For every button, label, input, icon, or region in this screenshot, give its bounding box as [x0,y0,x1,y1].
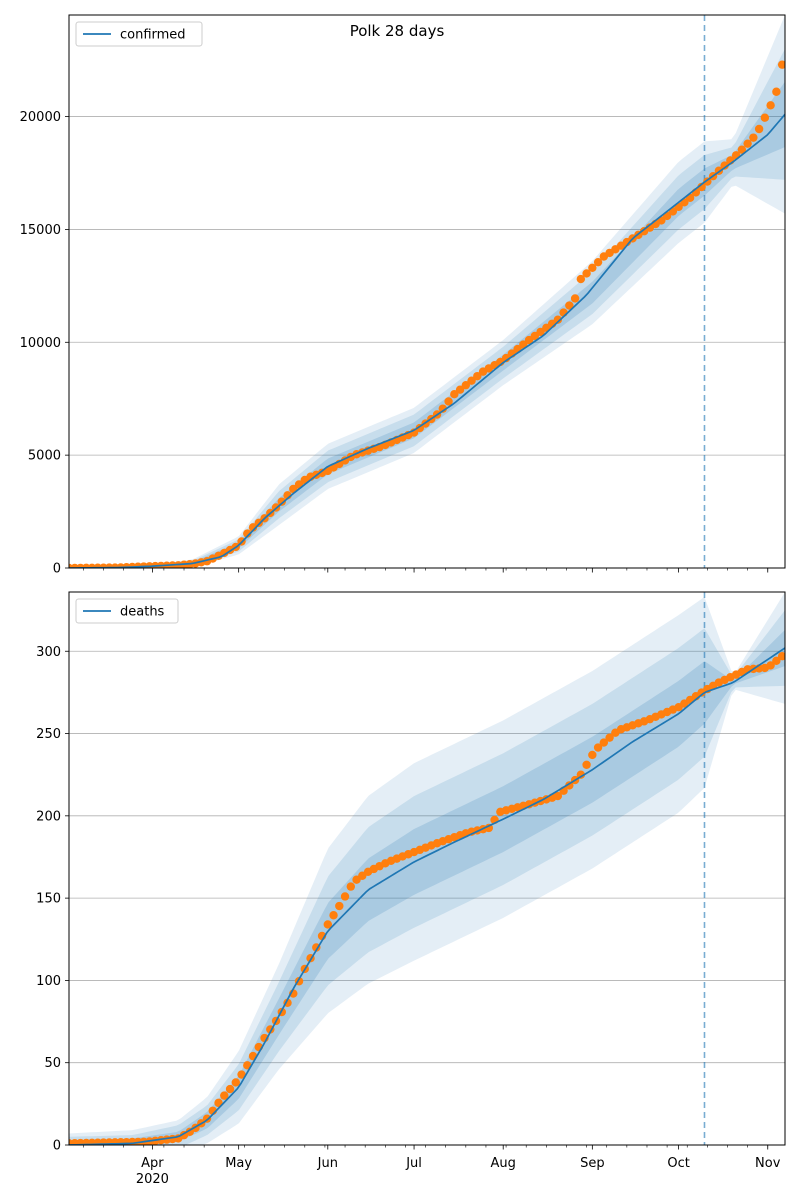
confirmed-axes-frame [68,14,786,569]
confirmed-observed-point [576,274,586,284]
confirmed-observed-point [777,60,785,69]
deaths-x-tick-label: Jul [405,1156,422,1171]
deaths-y-tick-label: 100 [36,974,61,989]
deaths-observed-point [484,823,494,833]
confirmed-observed-point [570,294,580,303]
confirmed-observed-point [461,380,471,390]
confirmed-observed-point [582,269,591,278]
confirmed-observed-point [455,385,465,394]
deaths-observed-point [346,882,355,891]
deaths-x-tick-label: Oct [667,1156,689,1171]
deaths-observed-point [323,920,332,929]
deaths-observed-point [766,661,775,670]
confirmed-y-tick-label: 15000 [20,223,61,238]
deaths-observed-point [237,1070,246,1079]
confirmed-panel: 0 5000 10000 15000 20000 confirmed [20,14,786,577]
confirmed-observed-point [772,87,781,96]
confirmed-observed-point [248,523,258,532]
deaths-observed-point [582,760,591,770]
confirmed-observed-point [593,257,603,267]
deaths-x-tick-label: Sep [580,1156,605,1171]
confirmed-observed-point [720,161,729,170]
deaths-x-tick-label: Nov [755,1156,781,1171]
deaths-y-tick-label: 50 [44,1056,61,1071]
deaths-observed-point [777,651,785,661]
confirmed-y-tick-label: 10000 [20,336,61,351]
confirmed-observed-point [737,145,747,154]
deaths-observed-point [340,892,350,901]
deaths-y-tick-label: 0 [53,1139,61,1154]
deaths-y-tick-label: 200 [36,809,61,824]
confirmed-observed-point [749,133,758,142]
deaths-x-tick-label: Jun [317,1156,338,1171]
confirmed-observed-point [467,376,476,385]
deaths-x-tick-label: May [225,1156,252,1171]
confirmed-observed-point [277,497,286,506]
deaths-observed-point [593,743,603,752]
confirmed-y-tick-label: 20000 [20,110,61,125]
deaths-uncertainty-band [69,592,785,1145]
confirmed-observed-point [588,263,597,272]
deaths-observed-point [588,750,597,760]
confirmed-plot-area [69,15,785,568]
confirmed-observed-point [450,390,459,399]
confirmed-observed-point [565,301,574,310]
deaths-y-tick-label: 300 [36,645,61,660]
confirmed-observed-point [243,529,252,538]
deaths-axes-frame [68,591,786,1146]
confirmed-observed-point [444,397,453,406]
deaths-x-year-label: 2020 [136,1172,169,1187]
confirmed-y-tick-label: 0 [53,562,61,577]
deaths-observed-point [605,733,614,742]
figure-title: Polk 28 days [350,22,445,40]
confirmed-observed-point [754,124,764,134]
confirmed-observed-point [473,371,482,381]
deaths-observed-point [576,770,586,779]
deaths-uncertainty-band [69,629,785,1145]
deaths-plot-area [69,592,785,1145]
deaths-y-tick-label: 150 [36,892,61,907]
confirmed-observed-point [553,315,563,324]
deaths-legend-label: deaths [120,605,165,620]
confirmed-observed-point [438,404,448,413]
confirmed-model-line [69,113,785,568]
confirmed-observed-point [743,139,752,148]
deaths-observed-point [220,1091,229,1100]
deaths-observed-point [225,1084,235,1094]
deaths-x-tick-label: Aug [491,1156,516,1171]
deaths-observed-point [335,901,344,911]
confirmed-observed-point [254,518,263,528]
confirmed-legend [75,21,203,47]
deaths-observed-point [772,656,781,665]
confirmed-observed-point [760,113,770,122]
deaths-y-tick-label: 250 [36,727,61,742]
deaths-observed-point [553,791,563,801]
deaths-observed-point [599,738,609,747]
deaths-observed-point [231,1078,240,1087]
confirmed-legend-label: confirmed [120,28,186,43]
deaths-legend [75,598,179,624]
deaths-model-line [69,647,785,1145]
deaths-observed-point [329,911,338,920]
confirmed-observed-point [766,101,775,110]
confirmed-y-tick-label: 5000 [28,449,61,464]
deaths-x-tick-label: Apr [141,1156,164,1171]
